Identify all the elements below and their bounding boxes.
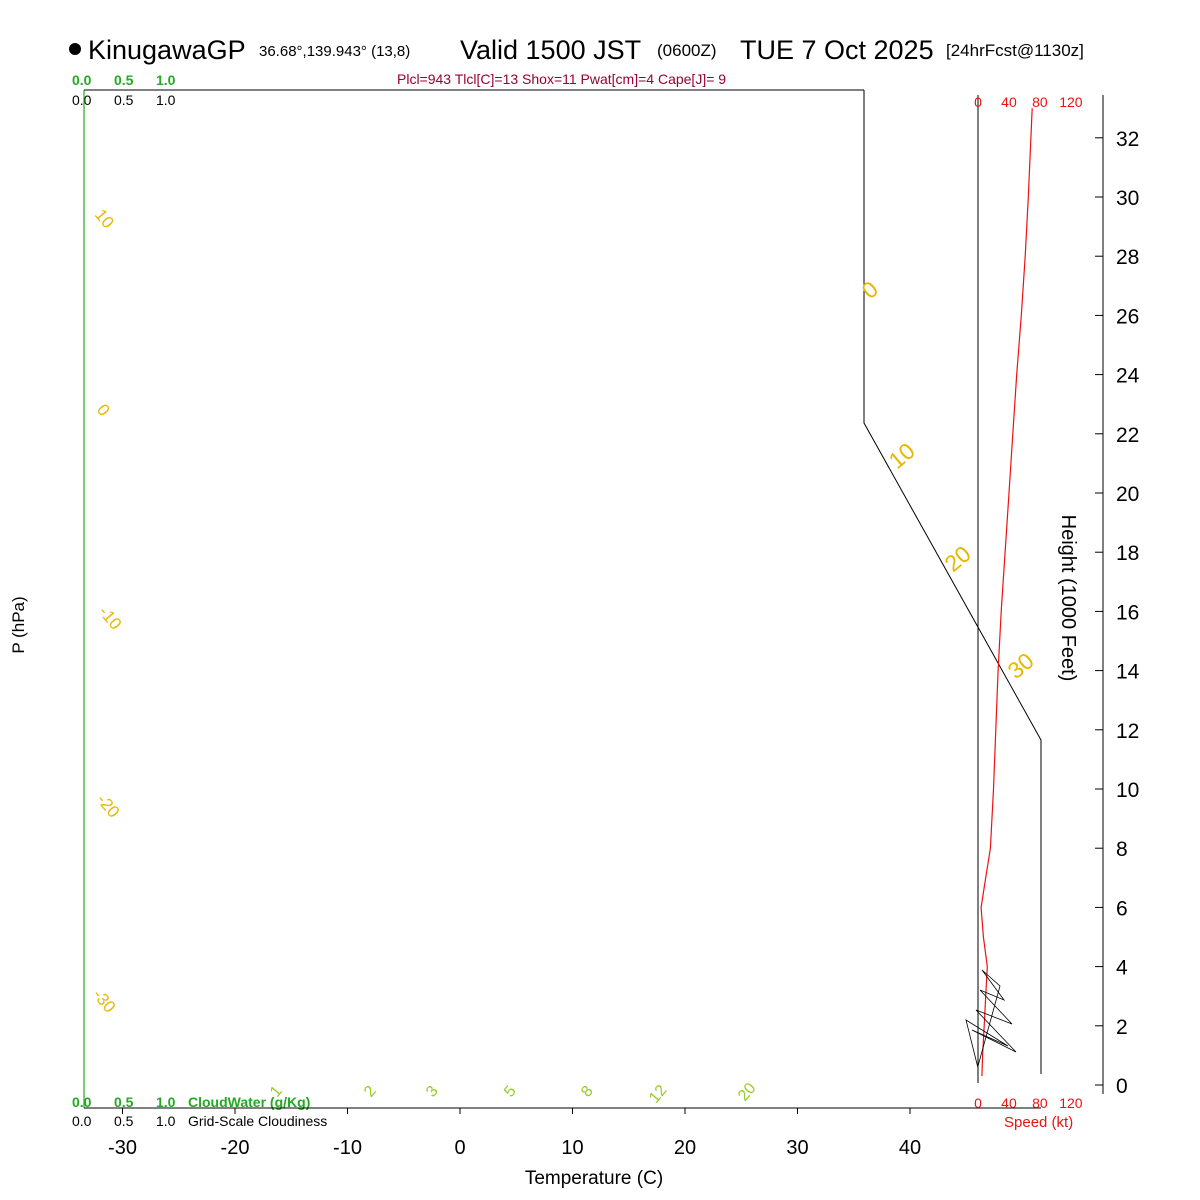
height-tick-label: 10 <box>1116 779 1139 802</box>
height-tick-label: 0 <box>1116 1075 1128 1098</box>
height-tick-label: 18 <box>1116 542 1139 565</box>
x-tick-label: 40 <box>899 1137 921 1159</box>
cloud-bottom-black-ticks: 0.0 0.5 1.0 Grid-Scale Cloudiness <box>72 1113 327 1129</box>
cloud-top-ticks: 0.0 0.5 1.0 <box>72 72 176 88</box>
height-tick-label: 22 <box>1116 424 1139 447</box>
station-dot-icon <box>69 43 81 55</box>
x-tick-label: -30 <box>108 1137 137 1159</box>
speed-tick-bottom: 120 <box>1059 1095 1083 1111</box>
height-tick-label: 8 <box>1116 838 1128 861</box>
cloud-top-tick: 0.0 <box>72 72 92 88</box>
isotherm-label: -10 <box>95 602 125 633</box>
cloudwater-label: CloudWater (g/Kg) <box>188 1094 310 1110</box>
isotherm-label: 10 <box>91 205 118 232</box>
wind-panel <box>965 95 1033 1083</box>
dry-adiabat-label: 0 <box>857 276 884 304</box>
cloud-top-tick: 1.0 <box>156 92 176 108</box>
cloud-bottom-tick: 1.0 <box>156 1113 176 1129</box>
isotherm-label: -20 <box>93 790 123 821</box>
sounding-indices: Plcl=943 Tlcl[C]=13 Shox=11 Pwat[cm]=4 C… <box>397 71 726 87</box>
y-axis-label: P (hPa) <box>9 596 28 653</box>
speed-tick-top: 120 <box>1059 94 1083 110</box>
mixing-ratio-label: 2 <box>361 1083 380 1101</box>
isotherm-label: 0 <box>93 400 114 419</box>
cloud-bottom-green-ticks: 0.0 0.5 1.0 CloudWater (g/Kg) <box>72 1094 310 1110</box>
cloud-bottom-tick: 0.0 <box>72 1094 92 1110</box>
height-tick-label: 6 <box>1116 897 1128 920</box>
x-tick-label: 30 <box>786 1137 808 1159</box>
speed-tick-top: 40 <box>1001 94 1017 110</box>
speed-axis-label: Speed (kt) <box>1004 1114 1073 1131</box>
axis-ticks: -30-20-100102030402503004005007008501000… <box>89 94 1140 1159</box>
cloud-top-tick: 0.0 <box>72 92 92 108</box>
cloud-bottom-tick: 0.0 <box>72 1113 92 1129</box>
surface-hodograph-line <box>965 969 1017 1069</box>
forecast-label: [24hrFcst@1130z] <box>946 41 1084 60</box>
x-tick-label: 20 <box>674 1137 696 1159</box>
speed-profile-line <box>980 108 1033 1077</box>
cloud-top-tick: 0.5 <box>114 92 134 108</box>
speed-tick-bottom: 80 <box>1032 1095 1048 1111</box>
isotherm-label: -30 <box>89 985 119 1016</box>
station-coords: 36.68°,139.943° (13,8) <box>259 43 410 60</box>
mixing-ratio-label: 3 <box>423 1083 442 1101</box>
height-tick-label: 2 <box>1116 1016 1128 1039</box>
height-tick-label: 12 <box>1116 720 1139 743</box>
x-tick-label: -10 <box>333 1137 362 1159</box>
height-tick-label: 4 <box>1116 957 1128 980</box>
height-axis-label: Height (1000 Feet) <box>1057 515 1079 682</box>
height-tick-label: 20 <box>1116 483 1139 506</box>
cloud-top-tick: 1.0 <box>156 72 176 88</box>
plot-frame <box>83 89 1042 1109</box>
dry-adiabat-label: 30 <box>1003 647 1039 683</box>
height-tick-label: 14 <box>1116 661 1140 684</box>
mixing-ratio-label: 5 <box>501 1083 520 1101</box>
x-tick-label: 10 <box>561 1137 583 1159</box>
speed-tick-bottom: 0 <box>974 1095 982 1111</box>
speed-tick-bottom: 40 <box>1001 1095 1017 1111</box>
cloud-top-black-ticks: 0.0 0.5 1.0 <box>72 92 176 108</box>
height-tick-label: 32 <box>1116 128 1139 151</box>
cloudiness-label: Grid-Scale Cloudiness <box>188 1113 327 1129</box>
x-axis-label: Temperature (C) <box>525 1168 663 1189</box>
cloud-top-tick: 0.5 <box>114 72 134 88</box>
right-frame-line <box>863 90 1042 1074</box>
height-tick-label: 30 <box>1116 187 1139 210</box>
station-name: KinugawaGP <box>88 35 246 65</box>
mixing-ratio-label: 20 <box>735 1080 760 1105</box>
height-tick-label: 28 <box>1116 246 1139 269</box>
mixing-ratio-label: 12 <box>646 1082 671 1107</box>
mixing-ratio-label: 8 <box>578 1083 597 1101</box>
dry-adiabat-label: 20 <box>940 540 976 576</box>
height-tick-label: 26 <box>1116 305 1139 328</box>
speed-tick-top: 80 <box>1032 94 1048 110</box>
cloud-bottom-tick: 0.5 <box>114 1094 134 1110</box>
x-tick-label: -20 <box>221 1137 250 1159</box>
speed-tick-top: 0 <box>974 94 982 110</box>
valid-time: Valid 1500 JST <box>460 35 641 65</box>
cloud-bottom-tick: 0.5 <box>114 1113 134 1129</box>
x-tick-label: 0 <box>454 1137 465 1159</box>
valid-date: TUE 7 Oct 2025 <box>740 35 934 65</box>
valid-zulu: (0600Z) <box>657 41 717 60</box>
cloud-bottom-tick: 1.0 <box>156 1094 176 1110</box>
height-tick-label: 16 <box>1116 601 1139 624</box>
height-tick-label: 24 <box>1116 365 1140 388</box>
